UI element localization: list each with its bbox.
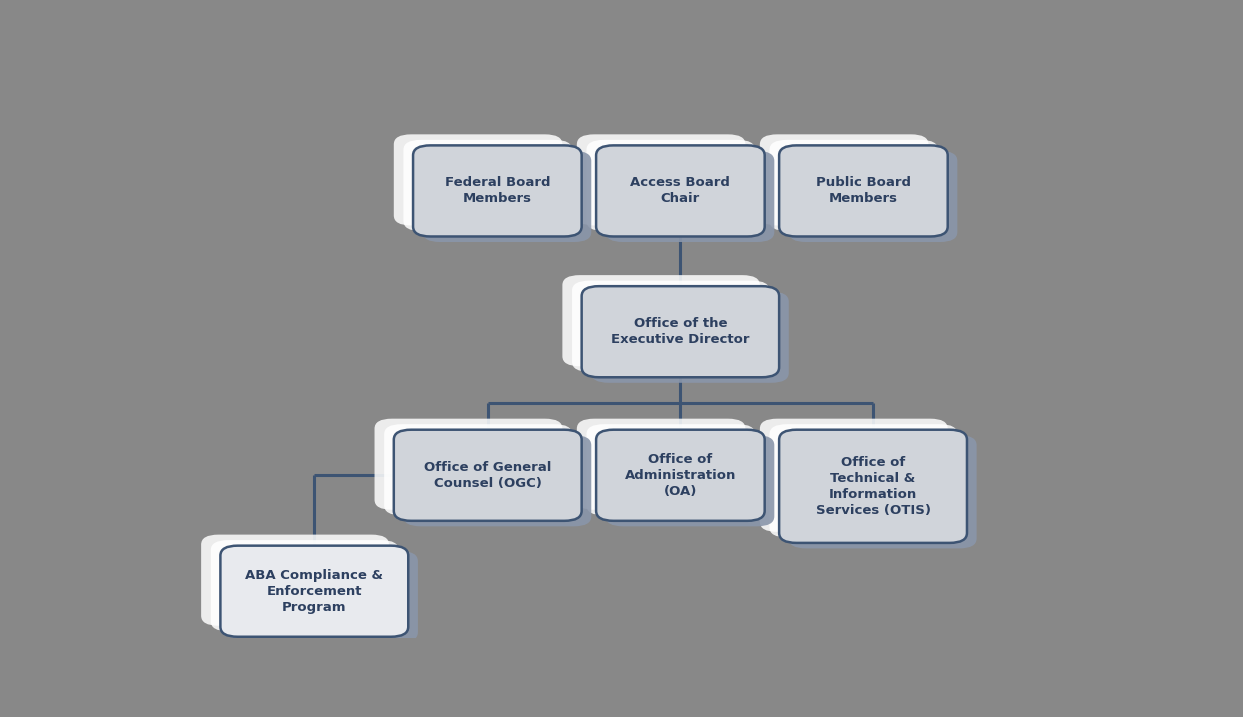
FancyBboxPatch shape: [592, 292, 789, 383]
FancyBboxPatch shape: [789, 435, 977, 549]
FancyBboxPatch shape: [587, 140, 755, 231]
FancyBboxPatch shape: [577, 419, 746, 510]
FancyBboxPatch shape: [423, 151, 592, 242]
FancyBboxPatch shape: [394, 429, 582, 521]
FancyBboxPatch shape: [404, 140, 572, 231]
FancyBboxPatch shape: [769, 424, 957, 537]
FancyBboxPatch shape: [201, 535, 389, 626]
FancyBboxPatch shape: [404, 435, 592, 526]
FancyBboxPatch shape: [779, 429, 967, 543]
FancyBboxPatch shape: [597, 429, 764, 521]
Text: Access Board
Chair: Access Board Chair: [630, 176, 731, 206]
Text: Office of General
Counsel (OGC): Office of General Counsel (OGC): [424, 461, 552, 490]
FancyBboxPatch shape: [587, 424, 755, 516]
FancyBboxPatch shape: [413, 146, 582, 237]
Text: Office of
Administration
(OA): Office of Administration (OA): [625, 452, 736, 498]
Text: Office of the
Executive Director: Office of the Executive Director: [612, 317, 750, 346]
FancyBboxPatch shape: [789, 151, 957, 242]
FancyBboxPatch shape: [562, 275, 759, 366]
FancyBboxPatch shape: [769, 140, 938, 231]
FancyBboxPatch shape: [582, 286, 779, 377]
FancyBboxPatch shape: [605, 151, 774, 242]
Text: ABA Compliance &
Enforcement
Program: ABA Compliance & Enforcement Program: [245, 569, 383, 614]
FancyBboxPatch shape: [577, 134, 746, 225]
FancyBboxPatch shape: [374, 419, 562, 510]
FancyBboxPatch shape: [211, 540, 399, 631]
FancyBboxPatch shape: [759, 134, 929, 225]
FancyBboxPatch shape: [605, 435, 774, 526]
Text: Federal Board
Members: Federal Board Members: [445, 176, 551, 206]
Text: Office of
Technical &
Information
Services (OTIS): Office of Technical & Information Servic…: [815, 456, 931, 517]
FancyBboxPatch shape: [220, 546, 408, 637]
FancyBboxPatch shape: [230, 551, 418, 642]
FancyBboxPatch shape: [597, 146, 764, 237]
FancyBboxPatch shape: [384, 424, 572, 516]
FancyBboxPatch shape: [572, 280, 769, 371]
FancyBboxPatch shape: [759, 419, 947, 532]
Text: Public Board
Members: Public Board Members: [815, 176, 911, 206]
FancyBboxPatch shape: [394, 134, 562, 225]
FancyBboxPatch shape: [779, 146, 947, 237]
